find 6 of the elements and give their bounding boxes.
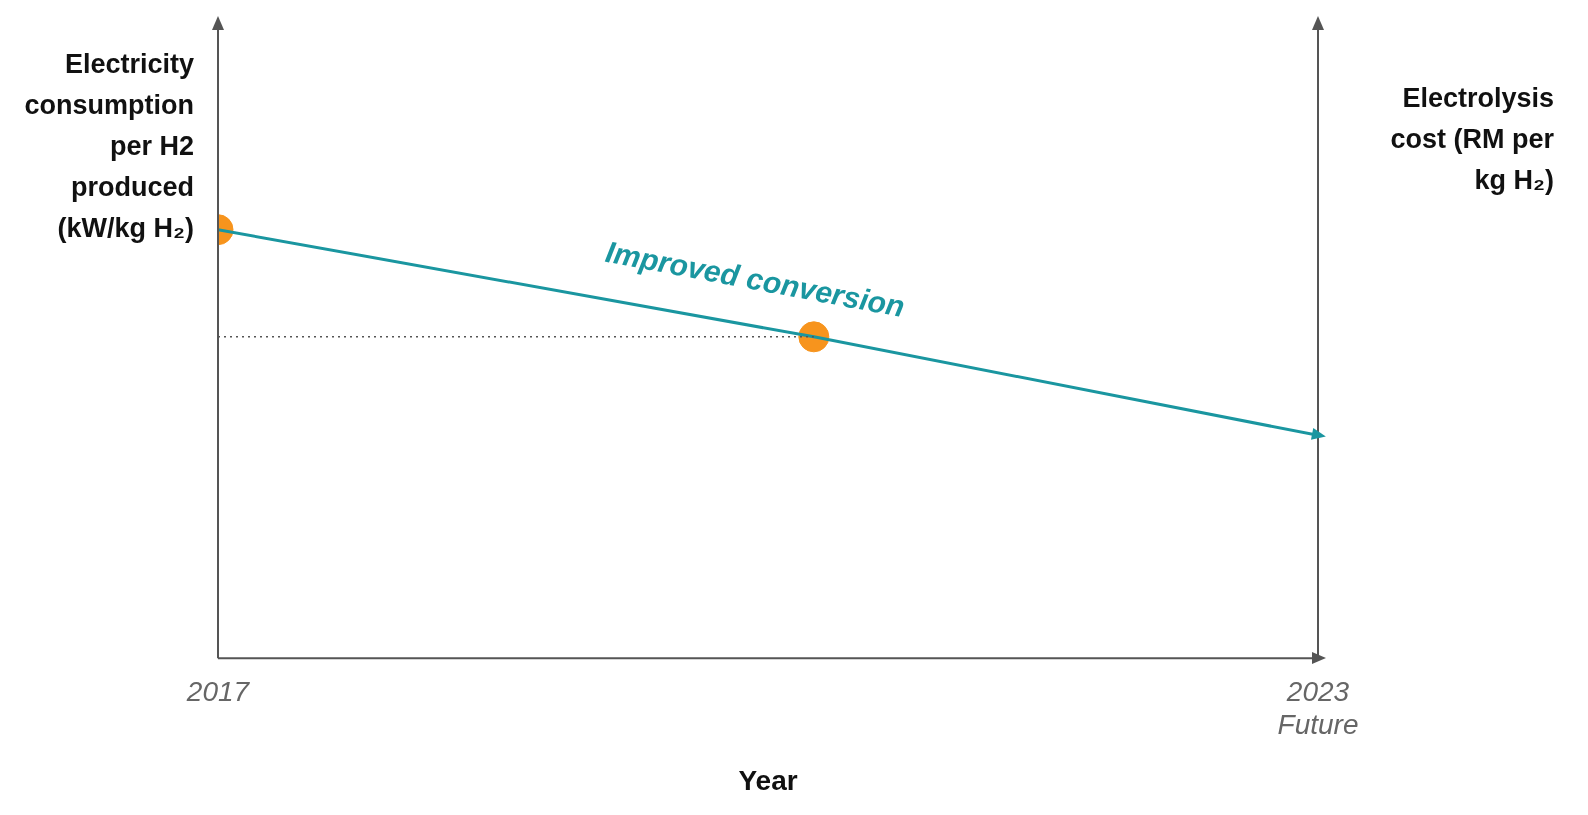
- x-tick-label: 2023 Future: [1277, 675, 1359, 741]
- y-axis-title: Electricity consumption per H2 produced (kW/kg H₂): [23, 48, 194, 245]
- annotation: Improved conversion: [603, 234, 908, 324]
- x-tick-label: 2017: [185, 675, 251, 707]
- y2-axis-title: Electrolysis cost (RM per kg H₂): [1389, 82, 1554, 197]
- x-axis-title: Year: [738, 764, 798, 796]
